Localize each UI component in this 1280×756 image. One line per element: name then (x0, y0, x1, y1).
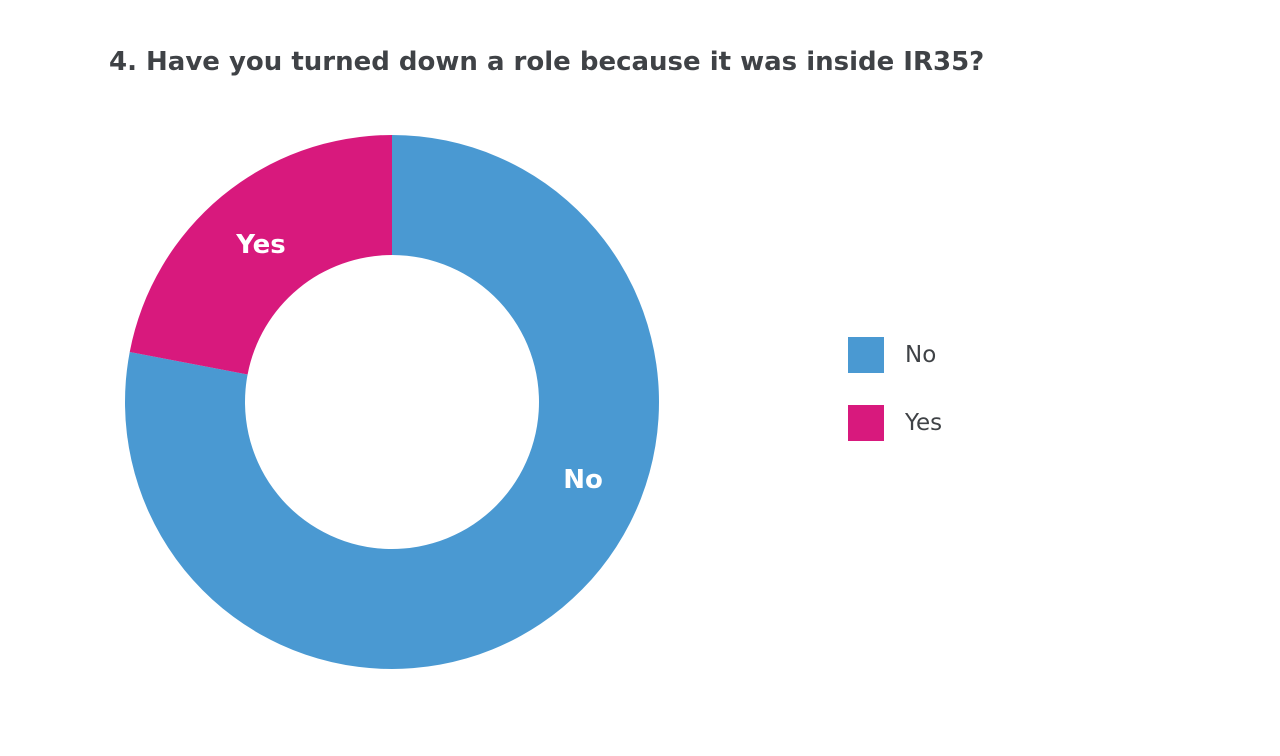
legend-swatch-yes (848, 405, 884, 441)
donut-slice-no (125, 135, 659, 670)
donut-slice-yes (129, 135, 392, 375)
legend-item-no: No (848, 337, 942, 373)
donut-svg (125, 135, 659, 670)
legend-swatch-no (848, 337, 884, 373)
chart-legend: No Yes (848, 337, 942, 441)
donut-chart: Yes No (122, 132, 662, 672)
legend-item-yes: Yes (848, 405, 942, 441)
legend-label-no: No (905, 342, 937, 368)
chart-title: 4. Have you turned down a role because i… (109, 47, 985, 77)
legend-label-yes: Yes (905, 410, 943, 436)
